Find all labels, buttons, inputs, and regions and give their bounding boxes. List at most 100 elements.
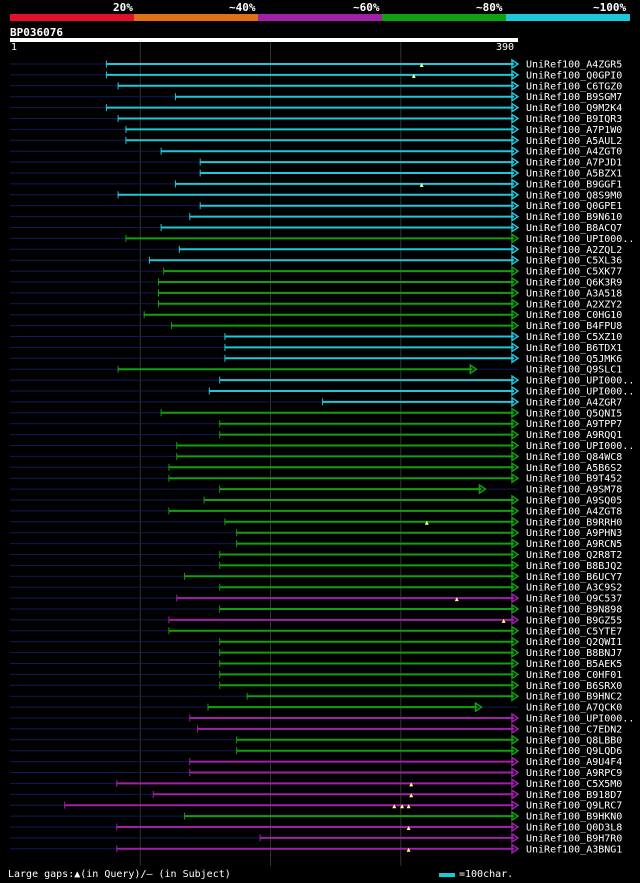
legend-swatch-40 — [134, 14, 258, 21]
hit-row[interactable]: UniRef100_A3C9S2 — [10, 581, 622, 594]
hit-label: UniRef100_A9RCN5 — [526, 539, 622, 550]
hit-row[interactable]: UniRef100_A5AUL2 — [10, 134, 622, 147]
hit-row[interactable]: UniRef100_C7EDN2 — [10, 723, 622, 735]
hit-row[interactable]: UniRef100_B6UCY7 — [10, 570, 622, 583]
hit-row[interactable]: UniRef100_B8BNJ7 — [10, 647, 622, 659]
hit-row[interactable]: UniRef100_C0HG10 — [10, 309, 622, 321]
hit-row[interactable]: UniRef100_Q5JMK6 — [10, 352, 622, 365]
hit-label: UniRef100_A7P1W0 — [526, 125, 622, 136]
hit-arrow — [511, 298, 520, 310]
hit-arrow — [511, 265, 520, 277]
hit-arrow — [511, 570, 520, 582]
hit-row[interactable]: UniRef100_A4ZGT0 — [10, 145, 622, 158]
hit-arrow — [511, 254, 520, 266]
query-gap-marker — [392, 804, 397, 809]
hit-arrow — [511, 374, 520, 386]
hit-row[interactable]: UniRef100_A9U4F4 — [10, 756, 622, 768]
hit-row[interactable]: UniRef100_A4ZGR5 — [10, 58, 622, 71]
hit-row[interactable]: UniRef100_C5YTE7 — [10, 625, 622, 637]
hit-row[interactable]: UniRef100_A7QCK0 — [10, 701, 622, 714]
hit-row[interactable]: UniRef100_UPI000.. — [10, 374, 634, 387]
hit-arrow — [469, 363, 478, 375]
hit-label: UniRef100_B918D7 — [526, 790, 622, 801]
hit-arrow — [511, 603, 520, 615]
hit-arrow — [511, 418, 520, 430]
hit-row[interactable]: UniRef100_UPI000.. — [10, 232, 634, 245]
hit-row[interactable]: UniRef100_B9N898 — [10, 603, 622, 616]
hit-label: UniRef100_C7EDN2 — [526, 724, 622, 735]
hit-arrow — [511, 745, 520, 757]
hit-row[interactable]: UniRef100_Q9LRC7 — [10, 799, 622, 812]
hit-row[interactable]: UniRef100_A2XZY2 — [10, 298, 622, 310]
hit-row[interactable]: UniRef100_A7P1W0 — [10, 123, 622, 136]
hit-row[interactable]: UniRef100_Q9C537 — [10, 592, 622, 605]
hit-row[interactable]: UniRef100_B4FPU8 — [10, 320, 622, 332]
hit-row[interactable]: UniRef100_A9RPC9 — [10, 767, 622, 779]
legend-swatch-100 — [506, 14, 630, 21]
hit-row[interactable]: UniRef100_B918D7 — [10, 788, 622, 801]
hit-row[interactable]: UniRef100_Q0D3L8 — [10, 821, 622, 834]
hit-row[interactable]: UniRef100_UPI000.. — [10, 712, 634, 725]
hit-row[interactable]: UniRef100_Q0GPE1 — [10, 200, 622, 212]
hit-row[interactable]: UniRef100_UPI000.. — [10, 385, 634, 398]
hit-row[interactable]: UniRef100_B9H7R0 — [10, 832, 622, 844]
hit-row[interactable]: UniRef100_C6TGZ0 — [10, 80, 622, 92]
hit-row[interactable]: UniRef100_B8ACQ7 — [10, 222, 622, 234]
hit-row[interactable]: UniRef100_B9GGF1 — [10, 178, 622, 190]
hit-row[interactable]: UniRef100_B9HNC2 — [10, 690, 622, 703]
hit-row[interactable]: UniRef100_A7PJD1 — [10, 156, 622, 169]
hit-row[interactable]: UniRef100_C5XK77 — [10, 265, 622, 278]
hit-row[interactable]: UniRef100_Q0GPI0 — [10, 69, 622, 81]
hit-row[interactable]: UniRef100_B9T452 — [10, 472, 622, 485]
hit-row[interactable]: UniRef100_A3BNG1 — [10, 843, 622, 855]
hit-arrow — [511, 461, 520, 473]
hit-row[interactable]: UniRef100_A9TPP7 — [10, 418, 622, 430]
hit-arrow — [511, 407, 520, 419]
hit-row[interactable]: UniRef100_B9GZ55 — [10, 614, 622, 626]
hit-row[interactable]: UniRef100_B9SGM7 — [10, 91, 622, 103]
hit-row[interactable]: UniRef100_A3A518 — [10, 287, 622, 299]
hit-row[interactable]: UniRef100_UPI000.. — [10, 440, 634, 452]
hit-row[interactable]: UniRef100_C5X5M0 — [10, 777, 622, 790]
hit-row[interactable]: UniRef100_B9RRH0 — [10, 516, 622, 528]
hit-row[interactable]: UniRef100_B9N610 — [10, 211, 622, 223]
hit-row[interactable]: UniRef100_C5XL36 — [10, 254, 622, 267]
hit-label: UniRef100_A9SM78 — [526, 485, 622, 496]
hit-row[interactable]: UniRef100_Q8LBB0 — [10, 734, 622, 746]
hit-row[interactable]: UniRef100_B9HKN0 — [10, 810, 622, 823]
hit-row[interactable]: UniRef100_A9PHN3 — [10, 527, 622, 539]
hit-row[interactable]: UniRef100_A5BZX1 — [10, 167, 622, 180]
hit-row[interactable]: UniRef100_A9SM78 — [10, 483, 622, 496]
hit-row[interactable]: UniRef100_Q2QWI1 — [10, 636, 622, 648]
hit-row[interactable]: UniRef100_A4ZGT8 — [10, 505, 622, 517]
hit-arrow — [511, 756, 520, 768]
hit-row[interactable]: UniRef100_Q9SLC1 — [10, 363, 622, 376]
query-gap-marker — [501, 618, 506, 623]
hit-row[interactable]: UniRef100_Q6K3R9 — [10, 276, 622, 289]
hit-row[interactable]: UniRef100_B6SRX0 — [10, 679, 622, 692]
hit-row[interactable]: UniRef100_B5AEK5 — [10, 658, 622, 670]
hit-row[interactable]: UniRef100_B9IQR3 — [10, 113, 622, 125]
hit-arrow — [511, 777, 520, 789]
hit-arrow — [511, 690, 520, 702]
hit-row[interactable]: UniRef100_B8BJQ2 — [10, 559, 622, 572]
hit-row[interactable]: UniRef100_Q2R8T2 — [10, 549, 622, 561]
hit-row[interactable]: UniRef100_Q84WC8 — [10, 450, 622, 463]
hit-arrow — [511, 309, 520, 321]
hit-arrow — [511, 243, 520, 255]
hit-row[interactable]: UniRef100_A4ZGR7 — [10, 396, 622, 408]
hit-row[interactable]: UniRef100_Q5QNI5 — [10, 407, 622, 419]
hit-row[interactable]: UniRef100_A9SQ05 — [10, 494, 622, 507]
hit-arrow — [511, 821, 520, 833]
hit-row[interactable]: UniRef100_C0HF01 — [10, 668, 622, 681]
hit-row[interactable]: UniRef100_Q8S9M0 — [10, 189, 622, 201]
hit-arrow — [511, 178, 520, 190]
hit-row[interactable]: UniRef100_A2ZQL2 — [10, 243, 622, 256]
hit-row[interactable]: UniRef100_Q9LQD6 — [10, 745, 622, 757]
hit-row[interactable]: UniRef100_A5B6S2 — [10, 461, 622, 474]
hit-row[interactable]: UniRef100_A9RQQ1 — [10, 429, 622, 441]
hit-row[interactable]: UniRef100_Q9M2K4 — [10, 102, 622, 114]
hit-row[interactable]: UniRef100_B6TDX1 — [10, 341, 622, 354]
hit-row[interactable]: UniRef100_A9RCN5 — [10, 538, 622, 550]
hit-row[interactable]: UniRef100_C5XZ10 — [10, 331, 622, 343]
